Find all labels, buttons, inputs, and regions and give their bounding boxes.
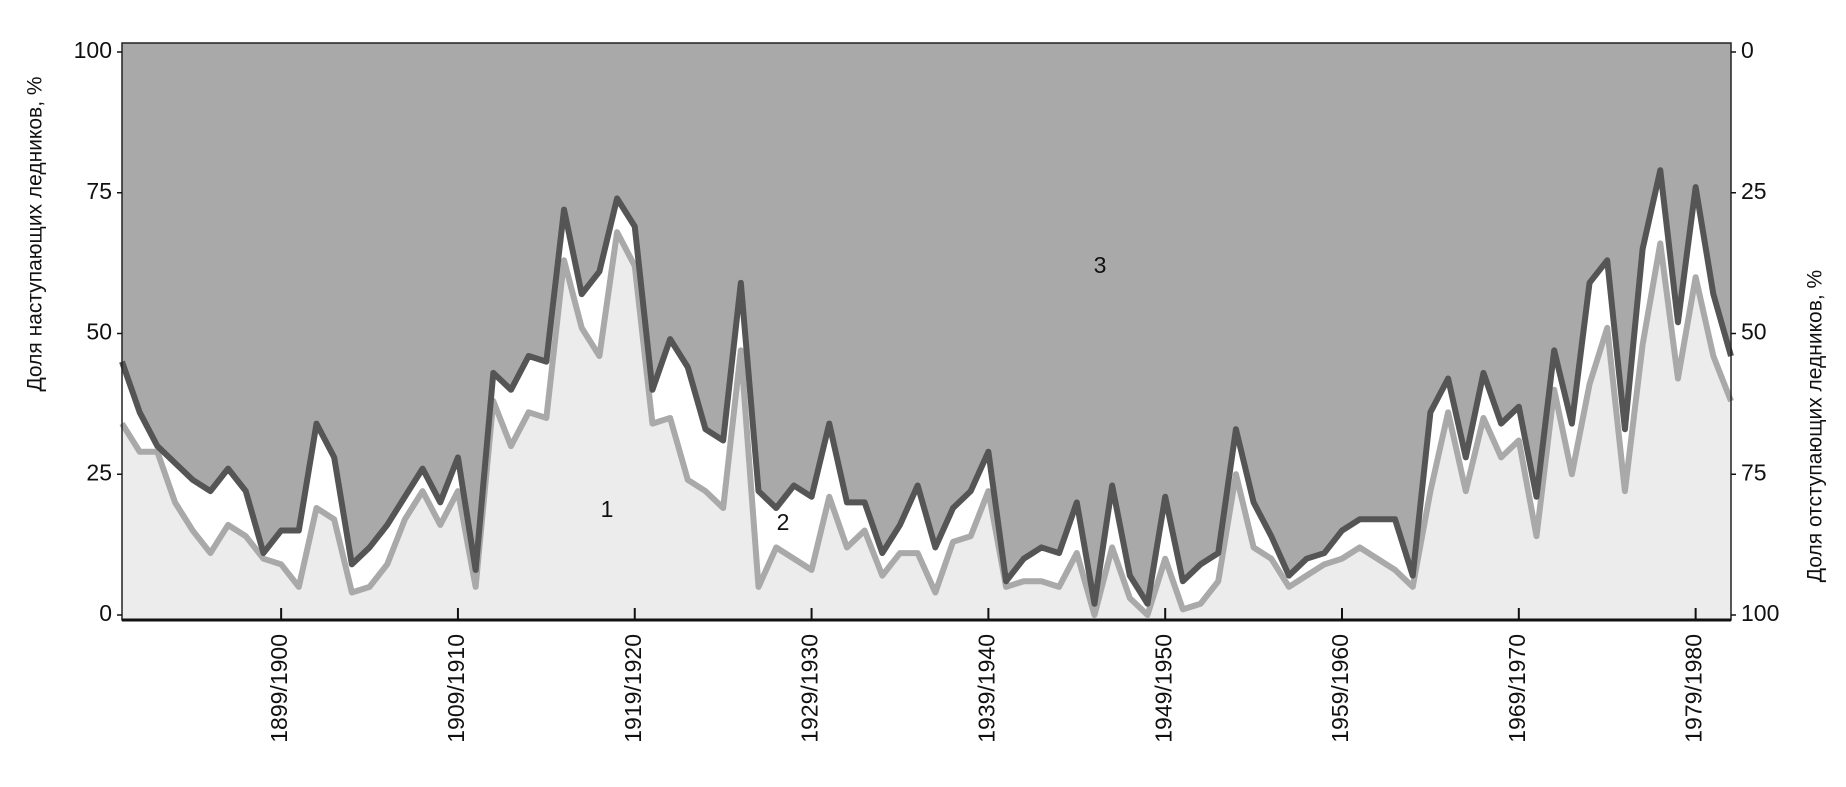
y-axis-label: Доля наступающих ледников, % — [24, 76, 47, 391]
y2-tick-label: 100 — [1741, 600, 1779, 626]
x-tick-label: 1979/1980 — [1681, 634, 1707, 743]
area-label: 3 — [1094, 252, 1107, 278]
area-label: 1 — [601, 496, 614, 522]
x-tick-label: 1959/1960 — [1327, 634, 1353, 743]
y2-tick-label: 50 — [1741, 319, 1767, 345]
y-tick-label: 100 — [74, 37, 112, 63]
y2-tick-label: 75 — [1741, 459, 1767, 485]
y2-axis-label: Доля отступающих ледников, % — [1804, 270, 1827, 582]
y2-tick-label: 0 — [1741, 37, 1754, 63]
y2-tick-label: 25 — [1741, 178, 1767, 204]
y-tick-label: 75 — [86, 178, 112, 204]
y-tick-label: 50 — [86, 319, 112, 345]
area-retreating — [122, 43, 1731, 604]
x-tick-label: 1899/1900 — [266, 634, 292, 743]
x-tick-label: 1939/1940 — [973, 634, 999, 743]
area-label: 2 — [777, 509, 790, 535]
y-tick-label: 0 — [99, 600, 112, 626]
y-tick-label: 25 — [86, 459, 112, 485]
x-tick-label: 1909/1910 — [443, 634, 469, 743]
area-advancing — [122, 232, 1731, 620]
line-retreating — [119, 167, 1734, 607]
x-tick-label: 1929/1930 — [797, 634, 823, 743]
x-tick-label: 1969/1970 — [1504, 634, 1530, 743]
line-advancing — [119, 229, 1734, 618]
x-tick-label: 1949/1950 — [1150, 634, 1176, 743]
x-tick-label: 1919/1920 — [620, 634, 646, 743]
